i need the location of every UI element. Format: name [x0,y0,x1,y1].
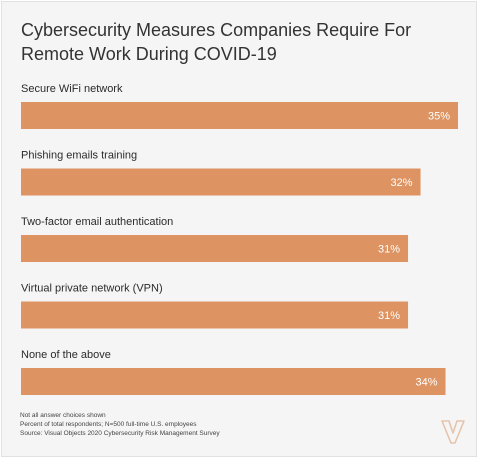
value-label: 32% [391,177,413,189]
category-label: Virtual private network (VPN) [21,283,163,295]
bar [21,102,458,129]
footnote-source: Source: Visual Objects 2020 Cybersecurit… [20,430,220,437]
bar [21,235,409,262]
category-label: None of the above [21,349,111,361]
bar [21,168,421,196]
bar [21,301,409,329]
value-label: 34% [415,377,437,389]
footnote-answers: Not all answer choices shown [20,412,106,419]
category-label: Secure WiFi network [21,83,123,95]
category-label: Two-factor email authentication [21,216,173,228]
footnote-respondents: Percent of total respondents; N=500 full… [20,421,197,428]
value-label: 35% [428,111,450,123]
value-label: 31% [378,244,400,256]
bar [21,368,446,395]
value-label: 31% [378,310,400,322]
visual-objects-logo-icon [441,420,465,444]
chart-title: Cybersecurity Measures Companies Require… [21,20,412,64]
category-label: Phishing emails training [21,150,137,162]
